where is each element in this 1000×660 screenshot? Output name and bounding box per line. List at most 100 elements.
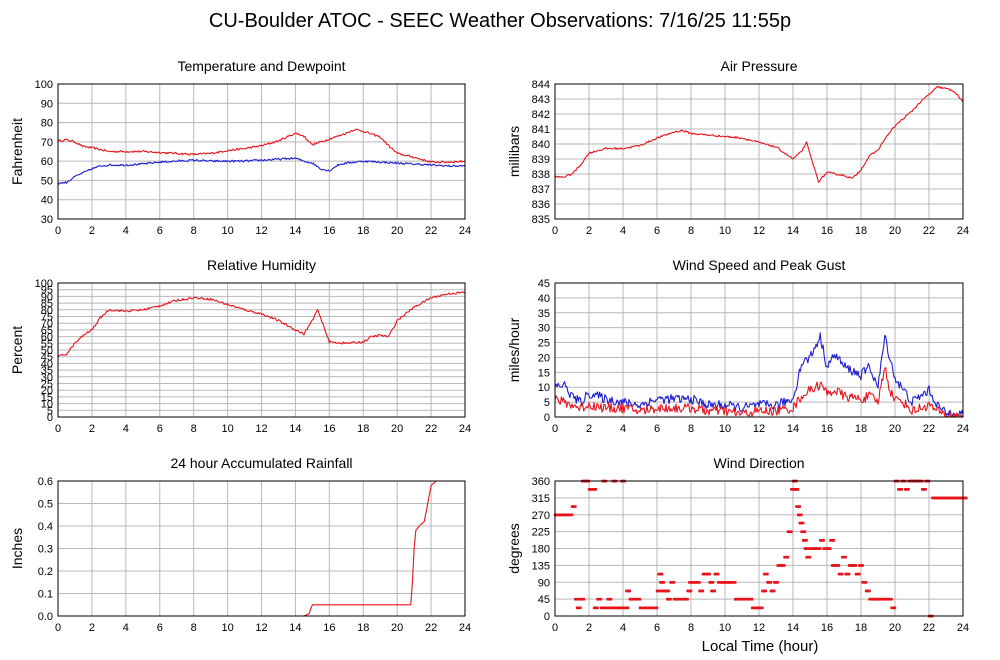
y-tick-label: 842	[532, 109, 550, 121]
data-point	[829, 547, 832, 550]
data-point	[769, 581, 773, 584]
y-axis-label: millibars	[506, 126, 522, 177]
chart-title: Temperature and Dewpoint	[177, 58, 345, 74]
data-point	[786, 555, 790, 559]
data-point	[808, 555, 812, 559]
y-tick-label: 10	[41, 399, 53, 411]
y-axis-label: miles/hour	[506, 317, 522, 382]
series-line-0	[554, 85, 964, 183]
data-point	[672, 581, 676, 584]
data-point	[708, 572, 711, 576]
x-tick-label: 14	[787, 423, 799, 435]
y-tick-label: 0.6	[38, 476, 53, 488]
data-point	[613, 606, 616, 610]
y-tick-label: 0.3	[38, 544, 53, 556]
series-line-0	[554, 332, 964, 418]
x-tick-label: 10	[719, 423, 731, 435]
x-tick-label: 2	[89, 423, 95, 435]
x-tick-label: 0	[55, 622, 61, 634]
data-point	[832, 539, 836, 542]
plot-frame	[57, 480, 466, 617]
x-tick-label: 12	[753, 423, 765, 435]
y-tick-label: 225	[532, 527, 550, 539]
data-point	[900, 488, 904, 491]
y-tick-label: 75	[41, 312, 53, 324]
y-tick-label: 35	[538, 308, 550, 320]
x-tick-label: 14	[787, 622, 799, 634]
x-tick-label: 10	[221, 225, 233, 237]
data-point	[847, 572, 851, 576]
data-point	[857, 572, 861, 576]
data-point	[662, 581, 666, 584]
x-tick-label: 12	[255, 225, 267, 237]
x-tick-label: 2	[89, 622, 95, 634]
y-axis-label: degrees	[506, 523, 522, 574]
x-tick-label: 16	[323, 622, 335, 634]
x-tick-label: 24	[459, 225, 471, 237]
data-point	[711, 581, 715, 584]
x-tick-label: 8	[688, 622, 694, 634]
data-point	[655, 606, 659, 610]
data-point	[701, 589, 705, 593]
data-point	[776, 581, 779, 584]
y-tick-label: 836	[532, 199, 550, 211]
data-point	[798, 505, 802, 508]
x-tick-label: 14	[289, 423, 301, 435]
y-tick-label: 90	[41, 98, 53, 110]
data-point	[667, 589, 671, 593]
data-point	[854, 564, 858, 567]
x-axis-label: Local Time (hour)	[702, 638, 819, 655]
data-point	[822, 539, 825, 542]
x-tick-label: 12	[255, 423, 267, 435]
data-point	[596, 606, 599, 610]
x-tick-label: 0	[552, 622, 558, 634]
y-tick-label: 20	[538, 352, 550, 364]
data-point	[864, 581, 868, 584]
chart-title: Wind Speed and Peak Gust	[673, 257, 846, 273]
data-point	[861, 564, 864, 567]
y-tick-label: 841	[532, 124, 550, 136]
y-tick-label: 30	[41, 214, 53, 226]
chart-title: Wind Direction	[713, 455, 804, 471]
x-tick-label: 0	[552, 225, 558, 237]
plot-frame	[554, 83, 964, 220]
x-tick-label: 24	[459, 423, 471, 435]
x-tick-label: 6	[654, 423, 660, 435]
y-tick-label: 65	[41, 325, 53, 337]
data-point	[570, 513, 574, 517]
x-tick-label: 8	[191, 225, 197, 237]
y-tick-label: 0.4	[38, 521, 53, 533]
y-tick-label: 70	[41, 318, 53, 330]
y-tick-label: 270	[532, 510, 550, 522]
y-tick-label: 135	[532, 560, 550, 572]
x-tick-label: 0	[55, 423, 61, 435]
x-tick-label: 14	[289, 225, 301, 237]
x-tick-label: 24	[957, 423, 969, 435]
y-tick-label: 0	[544, 412, 550, 424]
plot-frame	[57, 282, 466, 418]
data-point	[893, 606, 897, 610]
data-point	[698, 581, 701, 584]
x-tick-label: 18	[357, 622, 369, 634]
data-point	[686, 597, 689, 601]
data-point	[806, 547, 810, 550]
y-tick-label: 315	[532, 493, 550, 505]
data-point	[965, 496, 968, 500]
y-tick-label: 80	[41, 305, 53, 317]
x-tick-label: 10	[221, 622, 233, 634]
y-tick-label: 0	[47, 412, 53, 424]
data-point	[750, 597, 754, 601]
data-point	[659, 589, 662, 593]
x-tick-label: 24	[459, 622, 471, 634]
data-point	[594, 488, 598, 491]
x-tick-label: 22	[425, 225, 437, 237]
plot-frame	[554, 282, 964, 418]
y-axis-label: Fahrenheit	[9, 118, 25, 185]
x-tick-label: 16	[323, 225, 335, 237]
y-tick-label: 90	[538, 577, 550, 589]
y-axis-label: Inches	[9, 528, 25, 569]
data-point	[761, 606, 764, 610]
